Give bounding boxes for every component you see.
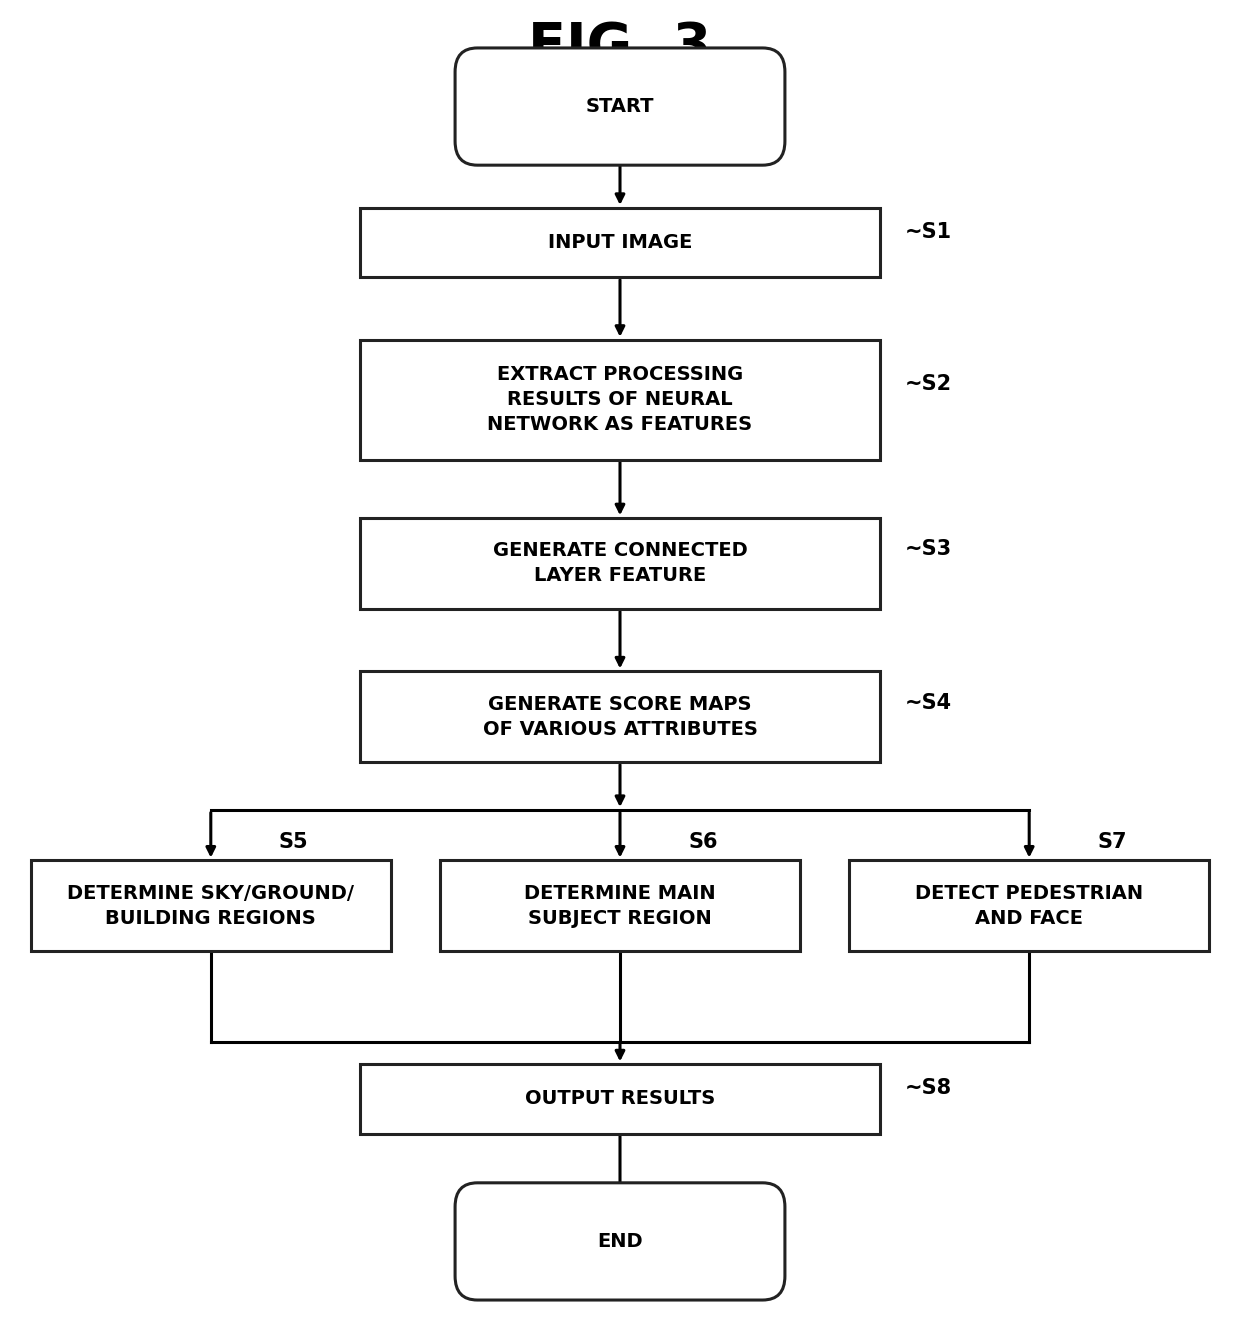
Text: INPUT IMAGE: INPUT IMAGE (548, 233, 692, 252)
Text: FIG. 3: FIG. 3 (528, 20, 712, 73)
Text: END: END (598, 1232, 642, 1251)
Text: GENERATE CONNECTED
LAYER FEATURE: GENERATE CONNECTED LAYER FEATURE (492, 541, 748, 586)
Text: S6: S6 (688, 831, 718, 852)
Bar (360, 208, 880, 277)
FancyBboxPatch shape (455, 1183, 785, 1300)
Text: OUTPUT RESULTS: OUTPUT RESULTS (525, 1090, 715, 1108)
Text: S7: S7 (1097, 831, 1127, 852)
Text: DETERMINE SKY/GROUND/
BUILDING REGIONS: DETERMINE SKY/GROUND/ BUILDING REGIONS (67, 883, 355, 928)
Text: ~S3: ~S3 (905, 538, 952, 559)
Bar (360, 1064, 880, 1134)
Bar (360, 518, 880, 609)
Text: ~S1: ~S1 (905, 221, 952, 242)
Text: ~S4: ~S4 (905, 693, 952, 714)
Bar (31, 860, 391, 951)
Text: ~S8: ~S8 (905, 1078, 952, 1099)
Text: S5: S5 (279, 831, 309, 852)
Bar (440, 860, 800, 951)
Text: GENERATE SCORE MAPS
OF VARIOUS ATTRIBUTES: GENERATE SCORE MAPS OF VARIOUS ATTRIBUTE… (482, 694, 758, 739)
Text: EXTRACT PROCESSING
RESULTS OF NEURAL
NETWORK AS FEATURES: EXTRACT PROCESSING RESULTS OF NEURAL NET… (487, 365, 753, 434)
Text: START: START (585, 97, 655, 116)
Bar (849, 860, 1209, 951)
Bar (360, 340, 880, 460)
Text: ~S2: ~S2 (905, 373, 952, 394)
Text: DETERMINE MAIN
SUBJECT REGION: DETERMINE MAIN SUBJECT REGION (525, 883, 715, 928)
Bar (360, 671, 880, 762)
FancyBboxPatch shape (455, 48, 785, 165)
Text: DETECT PEDESTRIAN
AND FACE: DETECT PEDESTRIAN AND FACE (915, 883, 1143, 928)
